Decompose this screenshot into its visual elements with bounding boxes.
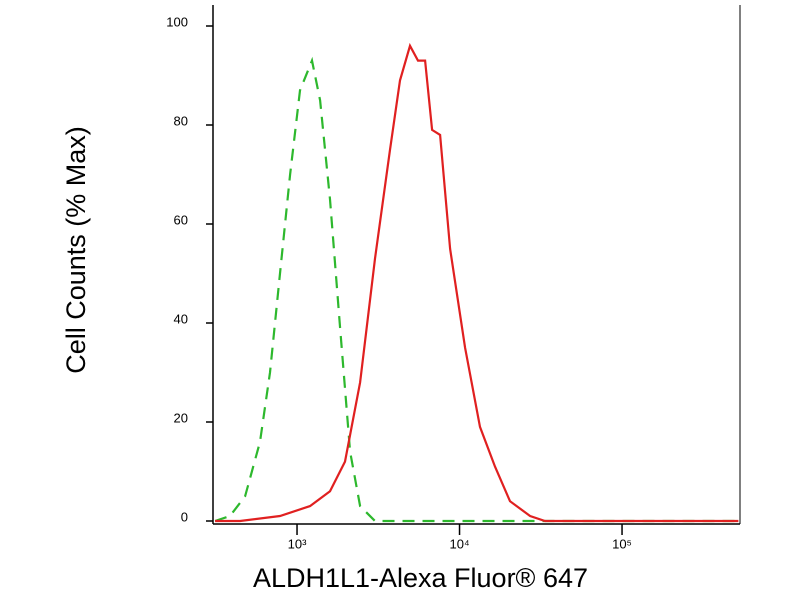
y-tick-label: 20 xyxy=(174,410,188,425)
y-tick-label: 100 xyxy=(166,14,188,29)
y-axis-label: Cell Counts (% Max) xyxy=(61,126,91,374)
x-axis-label: ALDH1L1-Alexa Fluor® 647 xyxy=(253,563,588,593)
x-tick-label: 10⁴ xyxy=(450,536,470,551)
histogram-line xyxy=(214,56,739,523)
x-tick-label: 10³ xyxy=(288,536,307,551)
histogram-line xyxy=(215,42,739,523)
y-tick-label: 80 xyxy=(174,113,188,128)
y-tick-label: 40 xyxy=(174,311,188,326)
y-tick-label: 60 xyxy=(174,212,188,227)
y-tick-label: 0 xyxy=(181,509,188,524)
x-tick-label: 10⁵ xyxy=(612,536,632,551)
